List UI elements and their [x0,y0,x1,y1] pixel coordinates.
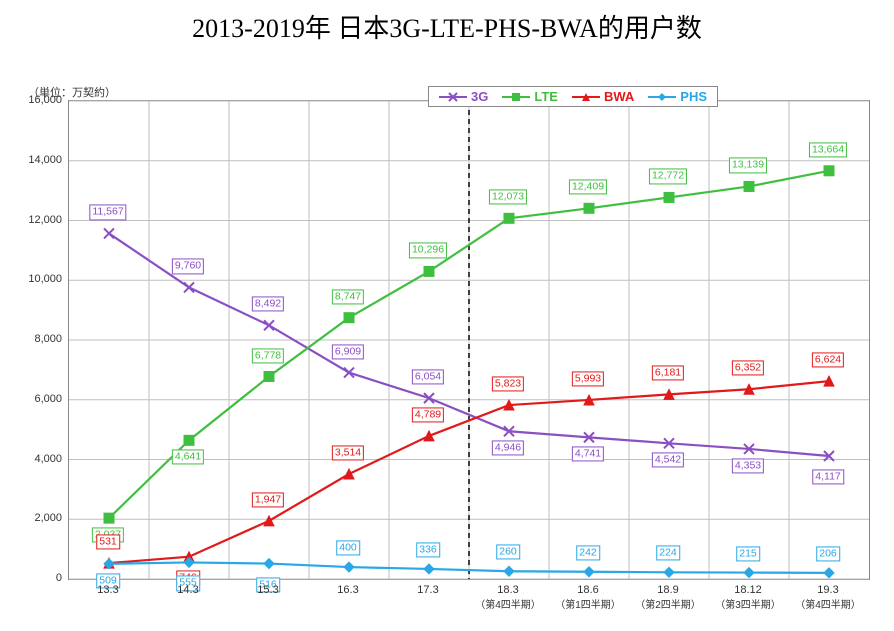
x-tick-label: 14.3 [177,584,198,596]
data-label: 6,909 [332,344,364,359]
data-label: 400 [336,540,360,555]
y-tick-label: 6,000 [24,393,62,405]
data-label: 6,778 [252,348,284,363]
data-label: 215 [736,546,760,561]
data-label: 4,789 [412,407,444,422]
data-label: 6,054 [412,370,444,385]
data-label: 224 [656,546,680,561]
x-tick-label: 17.3 [417,584,438,596]
legend-item-phs: PHS [648,89,707,104]
x-tick-label: 18.9（第2四半期） [635,584,701,611]
y-tick-label: 10,000 [24,273,62,285]
data-label: 4,641 [172,450,204,465]
x-tick-label: 13.3 [97,584,118,596]
legend-item-bwa: BWA [572,89,634,104]
data-label: 8,492 [252,297,284,312]
data-label: 4,542 [652,453,684,468]
data-label: 3,514 [332,445,364,460]
y-tick-label: 4,000 [24,453,62,465]
data-label: 6,181 [652,366,684,381]
data-label: 6,352 [732,361,764,376]
data-label: 8,747 [332,289,364,304]
legend-item-lte: LTE [502,89,558,104]
data-label: 12,772 [649,169,687,184]
x-tick-label: 15.3 [257,584,278,596]
data-label: 5,993 [572,371,604,386]
legend-item-3g: 3G [439,89,488,104]
data-label: 12,409 [569,180,607,195]
y-tick-label: 14,000 [24,154,62,166]
data-label: 10,296 [409,243,447,258]
page-title: 2013-2019年 日本3G-LTE-PHS-BWA的用户数 [0,8,894,45]
y-tick-label: 12,000 [24,214,62,226]
data-label: 11,567 [89,205,126,220]
data-label: 4,353 [732,458,764,473]
x-tick-label: 18.12（第3四半期） [715,584,781,611]
data-label: 5,823 [492,376,524,391]
y-tick-label: 16,000 [24,94,62,106]
y-tick-label: 0 [24,572,62,584]
data-label: 336 [416,542,440,557]
data-label: 4,946 [492,441,524,456]
y-tick-label: 2,000 [24,512,62,524]
x-tick-label: 18.6（第1四半期） [555,584,621,611]
data-label: 4,741 [572,447,604,462]
data-label: 260 [496,545,520,560]
chart-legend: 3G LTE BWA PHS [428,86,718,107]
data-label: 12,073 [489,190,527,205]
x-tick-label: 18.3（第4四半期） [475,584,541,611]
x-tick-label: 16.3 [337,584,358,596]
data-label: 13,664 [809,142,847,157]
data-label: 531 [96,535,120,550]
data-label: 13,139 [729,158,767,173]
x-tick-label: 19.3（第4四半期） [795,584,861,611]
data-label: 1,947 [252,492,284,507]
data-label: 206 [816,546,840,561]
data-label: 4,117 [812,469,844,484]
data-label: 242 [576,545,600,560]
data-label: 6,624 [812,353,844,368]
data-label: 9,760 [172,259,204,274]
y-tick-label: 8,000 [24,333,62,345]
